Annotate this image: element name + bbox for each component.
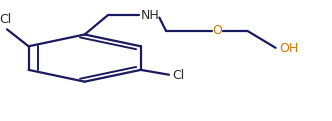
Text: OH: OH [279,42,298,55]
Text: Cl: Cl [0,13,12,26]
Text: O: O [212,24,222,37]
Text: NH: NH [141,9,160,22]
Text: Cl: Cl [172,69,185,82]
